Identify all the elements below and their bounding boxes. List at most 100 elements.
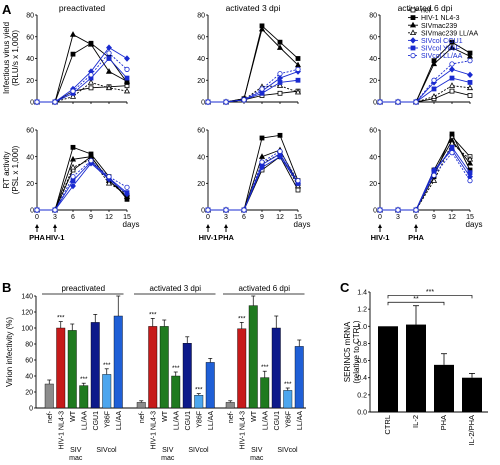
data-point <box>431 172 437 178</box>
bar <box>171 375 181 409</box>
x-tick-label: 15 <box>294 214 302 221</box>
category-label: LL/AA <box>116 411 123 430</box>
data-point <box>87 78 95 85</box>
series-line <box>208 134 299 211</box>
data-point <box>34 99 40 105</box>
bar <box>378 326 398 412</box>
significance-marker: *** <box>426 289 434 296</box>
y-tick-label: 60 <box>369 34 377 41</box>
data-point <box>241 207 247 213</box>
treatment-marker: PHA <box>29 233 45 242</box>
data-point <box>105 84 113 91</box>
legend-entry: SIVmac239 <box>421 23 457 30</box>
treatment-marker: HIV-1 <box>371 233 390 242</box>
y-axis-title: Virion infectivity (%) <box>5 317 14 387</box>
significance-marker: *** <box>284 381 292 388</box>
significance-marker: *** <box>195 387 203 394</box>
series-line <box>37 85 128 103</box>
x-axis-title: days <box>294 220 311 229</box>
group-label: activated 6 dpi <box>238 284 290 293</box>
x-tick-label: 3 <box>396 214 400 221</box>
data-point <box>466 155 474 162</box>
series-line <box>380 68 471 103</box>
data-point <box>467 178 473 184</box>
data-point <box>105 179 113 186</box>
x-tick-label: 9 <box>89 214 93 221</box>
data-point <box>377 99 383 105</box>
data-point <box>277 71 283 77</box>
series-line <box>380 139 471 211</box>
x-axis-title: days <box>466 220 483 229</box>
category-label: Y86F <box>104 411 111 428</box>
category-label: HIV-1 NL4-3 <box>239 411 246 450</box>
significance-marker: *** <box>57 315 65 322</box>
category-label: LL/AA <box>81 411 88 430</box>
y-tick-label: 60 <box>26 34 34 41</box>
data-point <box>70 174 76 180</box>
x-tick-label: 15 <box>466 214 474 221</box>
data-point <box>69 31 77 37</box>
x-tick-label: 6 <box>242 214 246 221</box>
y-tick-label: 0.4 <box>357 375 367 382</box>
bar <box>260 377 270 409</box>
y-tick-label: 80 <box>197 13 205 20</box>
y-axis-title-top-line: (RLU/s x 1,000) <box>11 30 20 86</box>
series-line <box>380 132 471 211</box>
bar <box>271 327 281 409</box>
data-point <box>106 44 112 51</box>
bar <box>205 362 215 409</box>
category-label: IL-2/PHA <box>467 415 476 445</box>
y-axis-title-line: (relative to CTRL) <box>352 320 361 383</box>
x-tick-label: 9 <box>432 214 436 221</box>
data-point <box>377 207 383 213</box>
data-point <box>69 163 77 170</box>
x-tick-label: 12 <box>105 214 113 221</box>
significance-marker: *** <box>103 362 111 369</box>
data-point <box>106 50 112 56</box>
sub-label: SIVcol <box>188 447 209 454</box>
y-tick-label: 0 <box>201 100 205 107</box>
legend-marker <box>409 21 417 28</box>
bar <box>248 305 258 409</box>
y-tick-label: 80 <box>369 13 377 20</box>
legend-marker <box>410 52 416 59</box>
data-point <box>431 86 437 92</box>
y-tick-label: 40 <box>197 56 205 63</box>
y-tick-label: 0 <box>373 208 377 215</box>
sig-bracket <box>387 295 473 299</box>
y-tick-label: 80 <box>26 13 34 20</box>
data-point <box>276 44 284 50</box>
y-tick-label: 40 <box>26 56 34 63</box>
data-point <box>467 71 473 79</box>
sub-label: SIV <box>162 447 174 454</box>
legend-marker <box>410 7 416 13</box>
data-point <box>467 58 473 64</box>
data-point <box>448 82 456 88</box>
data-point <box>70 88 76 94</box>
data-point <box>258 25 266 32</box>
data-point <box>124 55 130 62</box>
x-tick-label: 0 <box>206 214 210 221</box>
legend-entry: SIVcol Y86F <box>421 46 460 53</box>
x-tick-label: 12 <box>448 214 456 221</box>
y-axis-title-line: SERINC5 mRNA <box>343 321 352 382</box>
treatment-marker: HIV-1 <box>46 233 65 242</box>
data-point <box>259 90 265 96</box>
bar <box>283 390 293 409</box>
sub-label: mac <box>250 455 264 462</box>
category-label: Y86F <box>285 411 292 428</box>
data-point <box>295 187 301 193</box>
y-tick-label: 140 <box>21 294 33 301</box>
data-point <box>223 99 229 105</box>
category-label: nef- <box>139 410 146 423</box>
arrow-head <box>378 224 382 228</box>
category-label: nef- <box>228 410 235 423</box>
data-point <box>205 207 211 213</box>
bar <box>294 346 304 409</box>
data-point <box>69 93 77 99</box>
data-point <box>395 99 401 105</box>
bar <box>159 326 169 409</box>
x-tick-label: 15 <box>123 214 131 221</box>
